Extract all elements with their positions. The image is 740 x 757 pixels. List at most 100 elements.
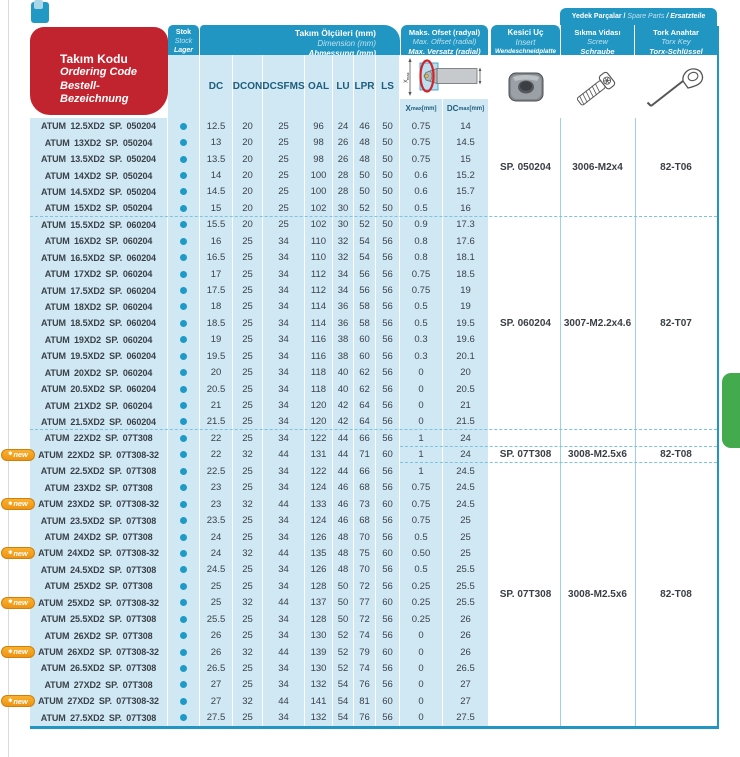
cell-dcon: 25 [233,282,263,299]
stock-dot-icon [180,352,187,360]
stock-dot-icon [180,648,187,656]
cell-ls: 56 [376,479,400,496]
cell-dcmax: 26 [460,613,471,625]
cell-lu: 26 [333,150,354,168]
cell-dcmax: 25 [460,547,471,559]
cell-ls: 50 [376,150,400,168]
stock-cell [168,216,200,234]
cell-dcon: 20 [233,167,263,184]
cell-oal: 120 [305,413,333,431]
cell-dcsfms: 34 [263,380,305,398]
cell-dc: 24 [200,528,233,546]
torx-label-en: Torx Key [661,37,691,47]
stock-label-en: Stock [174,38,193,46]
insert-code-cell [491,430,560,446]
table-row: ATUM 13.5XD2 SP. 050204 13.5 20 25 98 26 48 50 0… [30,150,488,168]
screw-code-cell [560,430,635,446]
stock-cell [168,380,200,398]
cell-xmax: 0 [400,364,443,381]
cell-xmax: 0.9 [400,216,443,234]
ordering-code-header: Takım Kodu Ordering Code Bestell-Bezeich… [30,27,168,115]
stock-dot-icon [180,188,187,196]
tool-code-cell: ATUM 15.5XD2 SP. 060204 [30,216,168,234]
stock-dot-icon [180,500,187,508]
cell-dcon: 25 [233,265,263,283]
cell-dcmax: 24 [460,449,471,461]
col-label-dc: DC [200,55,233,118]
insert-photo-cell [491,55,560,118]
cell-lu: 48 [333,545,354,562]
col-label-dcon: DCON [233,55,263,118]
tool-code-cell: ATUM 12.5XD2 SP. 050204 [30,118,168,135]
stock-dot-icon [180,434,187,442]
screw-label-de: Schraube [580,46,615,56]
stock-cell [168,660,200,677]
star-icon: ✱ [8,648,13,655]
star-icon: ✱ [8,549,13,556]
tool-code-cell: ATUM 14.5XD2 SP. 050204 [30,183,168,201]
cell-xmax: 0.75 [400,495,443,513]
cell-dcmax: 27.5 [456,712,475,724]
cell-dcmax: 18.1 [456,252,475,264]
cell-oal: 133 [305,495,333,513]
cell-xmax: 1 [400,446,443,464]
cell-ls: 50 [376,200,400,217]
cell-dcmax: 19.6 [456,334,475,346]
table-row: ATUM 25XD2 SP. 07T308-32 ✱ new 25 32 44 137 50 7… [1,594,488,611]
cell-lpr: 81 [354,693,376,710]
cell-dcon: 32 [233,693,263,710]
cell-dc: 23 [200,479,233,496]
table-row: ATUM 17.5XD2 SP. 060204 17.5 25 34 112 34 56 56… [30,282,488,299]
screw-code-cell: 3008-M2.5x6 [568,589,627,601]
cell-dcmax: 21 [460,400,471,412]
cell-ls: 56 [376,463,400,480]
cell-lu: 48 [333,528,354,546]
cell-ls: 60 [376,594,400,611]
screw-code-cell: 3006-M2x4 [572,161,623,173]
spare-parts-group-header: Yedek Parçalar / Spare Parts / Ersatztei… [560,8,717,25]
cell-dcsfms: 44 [263,545,305,562]
stock-cell [168,610,200,628]
stock-cell [168,578,200,595]
cell-xmax: 0.75 [400,118,443,135]
cell-ls: 50 [376,183,400,201]
stock-cell [168,413,200,431]
cell-dc: 14.5 [200,183,233,201]
cell-lpr: 72 [354,578,376,595]
catalog-table-body: ATUM 12.5XD2 SP. 050204 12.5 20 25 96 24 46 50 0… [1,118,717,726]
cell-dcon: 25 [233,528,263,546]
tool-code-cell: ATUM 21XD2 SP. 060204 [30,397,168,414]
stock-dot-icon [180,402,187,410]
tool-code-label-en: Ordering Code [60,66,138,79]
stock-dot-icon [180,533,187,541]
cell-lu: 24 [333,118,354,135]
cell-dcmax: 20 [460,367,471,379]
cell-xmax: 0.25 [400,594,443,611]
cell-xmax: 1 [400,430,443,447]
cell-oal: 116 [305,331,333,349]
table-row: ATUM 21.5XD2 SP. 060204 21.5 25 34 120 42 64 56… [30,413,488,431]
tool-code-label-tr: Takım Kodu [60,52,128,66]
stock-dot-icon [180,237,187,245]
cell-lu: 30 [333,216,354,234]
cell-oal: 100 [305,183,333,201]
cell-dcon: 25 [233,298,263,316]
cell-dc: 22 [200,446,233,464]
cell-xmax: 0.75 [400,150,443,168]
cell-xmax: 0.75 [400,265,443,283]
cell-dcsfms: 34 [263,249,305,266]
cell-lu: 52 [333,643,354,661]
cell-dcon: 25 [233,233,263,250]
cell-xmax: 0.3 [400,331,443,349]
cell-xmax: 0.75 [400,134,443,151]
stock-column-header: Stok Stock Lager [168,25,199,55]
cell-dcsfms: 34 [263,463,305,480]
stock-label-tr: Stok [175,29,192,36]
cell-lpr: 64 [354,413,376,431]
stock-cell [168,512,200,529]
cell-dcsfms: 34 [263,298,305,316]
bookmark-notch-icon [34,0,43,9]
cell-lpr: 54 [354,233,376,250]
cell-xmax: 0.6 [400,183,443,201]
